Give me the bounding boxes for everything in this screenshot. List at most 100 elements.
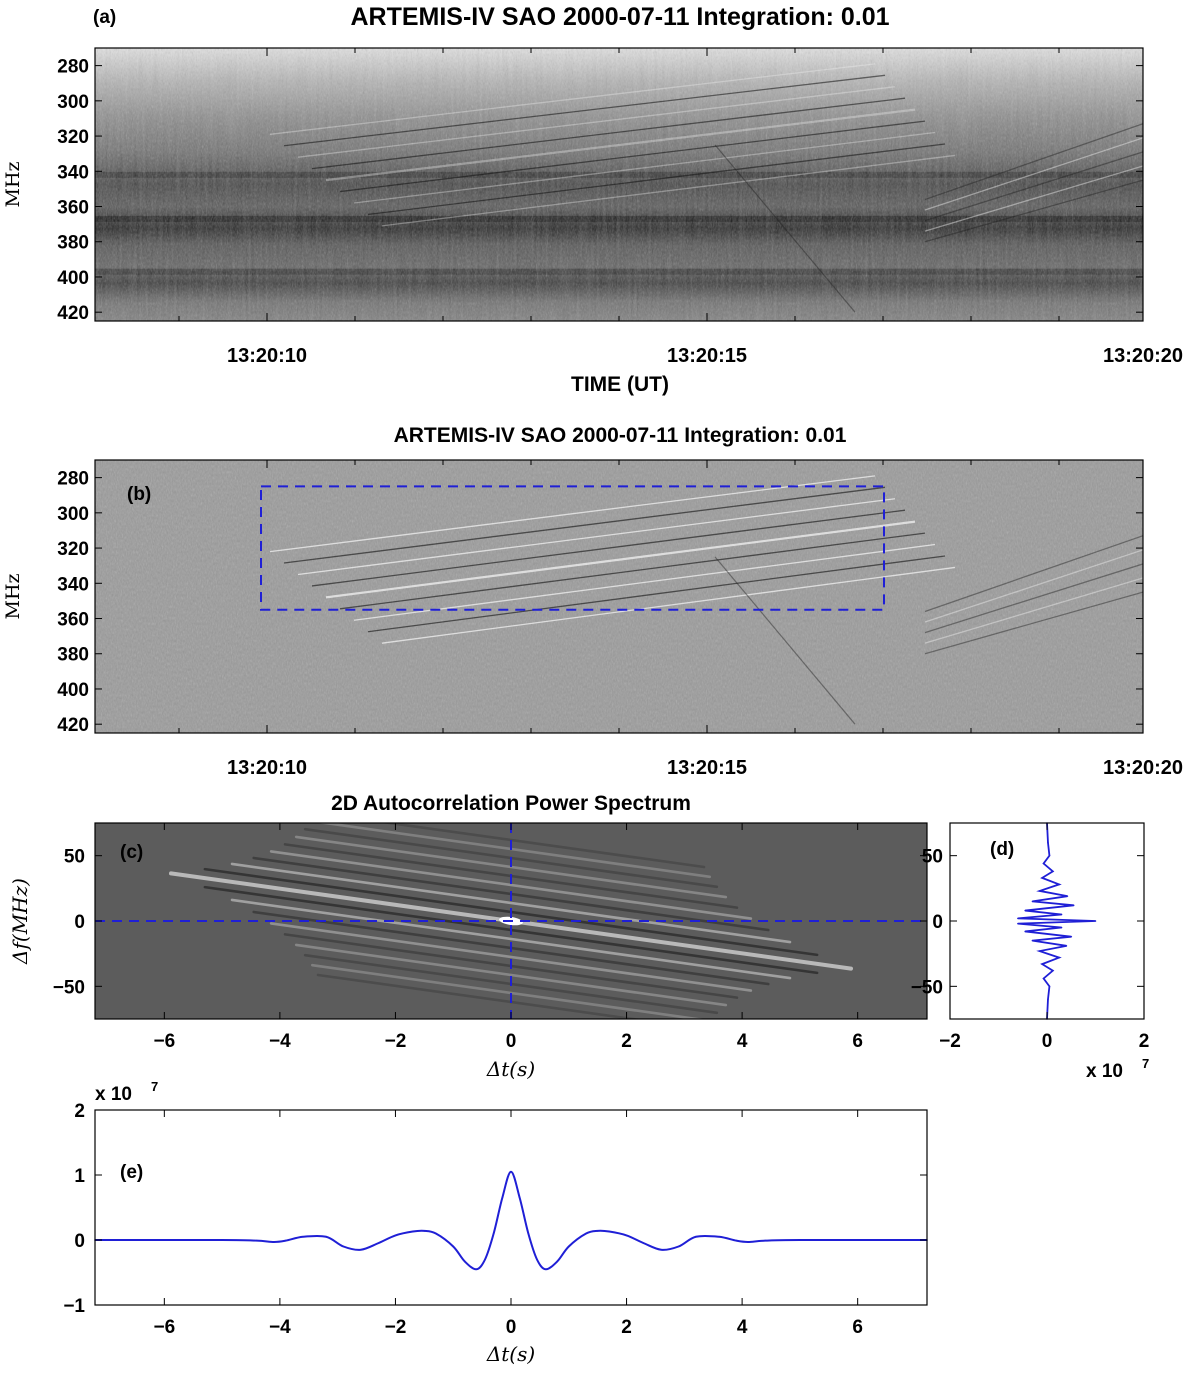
y-axis-label: MHz bbox=[2, 573, 24, 619]
data-point bbox=[377, 1242, 379, 1245]
texture bbox=[95, 48, 1143, 321]
fine-structure-stripe bbox=[353, 131, 936, 204]
y-axis-label: MHz bbox=[2, 161, 24, 207]
x-axis-label: TIME (UT) bbox=[571, 373, 669, 396]
fringe bbox=[230, 862, 792, 944]
fine-structure-stripe bbox=[367, 143, 946, 216]
x-tick-label: 13:20:15 bbox=[667, 757, 747, 779]
fine-structure-stripe bbox=[283, 74, 886, 147]
panel-label: (b) bbox=[127, 484, 151, 505]
fine-structure-stripe bbox=[924, 179, 1143, 243]
y-tick-label: 0 bbox=[932, 912, 943, 933]
panel-label: (a) bbox=[93, 7, 116, 28]
data-point bbox=[475, 1268, 478, 1271]
fine-structure-stripe bbox=[339, 120, 926, 193]
multiplier-label: x 10 bbox=[1086, 1061, 1123, 1082]
data-point bbox=[1041, 877, 1043, 879]
data-point bbox=[411, 1230, 414, 1233]
fine-structure-stripe bbox=[269, 475, 876, 553]
data-point bbox=[1047, 841, 1049, 844]
fine-structure-stripe bbox=[924, 165, 1143, 232]
y-tick-label: 380 bbox=[57, 233, 89, 254]
x-tick-label: −2 bbox=[939, 1031, 961, 1052]
x-tick-label: 2 bbox=[1139, 1031, 1150, 1052]
data-point bbox=[747, 1241, 749, 1243]
multiplier-label: x 10 bbox=[95, 1084, 132, 1105]
x-tick-label: 13:20:15 bbox=[667, 345, 747, 367]
data-point bbox=[1024, 909, 1026, 912]
y-tick-label: 300 bbox=[57, 504, 89, 525]
y-tick-label: 400 bbox=[57, 268, 89, 289]
fringe bbox=[269, 922, 753, 992]
fine-structure-stripe bbox=[924, 591, 1143, 655]
data-point bbox=[501, 1196, 504, 1199]
x-tick-label: 2 bbox=[621, 1317, 632, 1338]
fine-structure-stripe bbox=[924, 563, 1143, 634]
data-point bbox=[596, 1230, 599, 1232]
data-point bbox=[1058, 883, 1060, 886]
data-point bbox=[342, 1245, 345, 1248]
data-point bbox=[1048, 985, 1051, 988]
data-point bbox=[608, 1230, 611, 1233]
x-tick-label: 4 bbox=[737, 1317, 748, 1338]
x-tick-label: 0 bbox=[1042, 1031, 1053, 1052]
y-tick-label: 340 bbox=[57, 574, 89, 595]
x-tick-label: −2 bbox=[385, 1317, 407, 1338]
data-point bbox=[359, 1248, 362, 1251]
fine-structure-stripe bbox=[924, 549, 1143, 623]
data-point bbox=[284, 1239, 287, 1242]
texture bbox=[95, 460, 1143, 733]
data-point bbox=[325, 1235, 327, 1238]
selection-box bbox=[260, 485, 885, 611]
x-tick-label: 2 bbox=[621, 1031, 632, 1052]
panel-label: (e) bbox=[120, 1162, 143, 1183]
y-tick-label: 400 bbox=[57, 680, 89, 701]
data-point bbox=[718, 1235, 720, 1238]
y-tick-label: 280 bbox=[57, 57, 89, 78]
plot-background bbox=[950, 823, 1144, 1019]
data-point bbox=[302, 1235, 304, 1238]
y-tick-label: 360 bbox=[57, 198, 89, 219]
x-axis-label: Δt(s) bbox=[486, 1342, 535, 1366]
panel-d: −2 0 2 50 0 −50 (d) x 10 7 bbox=[911, 822, 1150, 1082]
data-point bbox=[1038, 950, 1041, 952]
y-tick-label: 50 bbox=[64, 847, 85, 868]
data-point bbox=[1024, 930, 1026, 933]
fine-structure-stripe bbox=[353, 543, 936, 621]
fine-structure-stripe bbox=[325, 108, 916, 182]
panel-a: 280 300 320 340 360 380 400 420 13:20:10 13:20:15… bbox=[2, 3, 1183, 396]
data-point bbox=[1017, 917, 1019, 920]
x-axis-label: Δt(s) bbox=[486, 1057, 535, 1081]
fine-structure-stripe bbox=[924, 577, 1143, 644]
data-point bbox=[255, 1239, 258, 1242]
fine-structure-stripe bbox=[311, 97, 906, 170]
data-point bbox=[544, 1268, 547, 1271]
x-tick-label: 6 bbox=[852, 1031, 863, 1052]
y-tick-label: −50 bbox=[911, 977, 943, 998]
x-tick-label: 0 bbox=[506, 1317, 517, 1338]
data-point bbox=[273, 1241, 275, 1243]
data-point bbox=[1042, 862, 1045, 865]
data-point bbox=[484, 1258, 486, 1261]
data-point bbox=[221, 1239, 223, 1241]
plot-background bbox=[95, 1110, 927, 1305]
data-point bbox=[1066, 895, 1069, 897]
data-point bbox=[735, 1239, 738, 1242]
data-point bbox=[799, 1239, 801, 1241]
x-tick-label: −6 bbox=[153, 1317, 175, 1338]
data-point bbox=[423, 1230, 426, 1232]
data-point bbox=[1031, 900, 1034, 903]
data-point bbox=[452, 1245, 455, 1248]
panel-c: −6 −4 −2 0 2 4 6 50 0 −50 (c) 2D Autocorrelation Po… bbox=[8, 792, 928, 1081]
data-point bbox=[527, 1232, 530, 1235]
panel-b: 280 300 320 340 360 380 400 420 13:20:10 13:20:15… bbox=[2, 424, 1183, 779]
y-tick-label: 320 bbox=[57, 127, 89, 148]
data-point bbox=[492, 1232, 495, 1235]
data-point bbox=[1038, 890, 1041, 892]
fine-structure-stripe bbox=[924, 123, 1143, 201]
x-tick-label: −2 bbox=[385, 1031, 407, 1052]
y-tick-label: 300 bbox=[57, 92, 89, 113]
y-tick-label: 420 bbox=[57, 715, 89, 736]
fine-structure-stripe bbox=[924, 151, 1143, 222]
